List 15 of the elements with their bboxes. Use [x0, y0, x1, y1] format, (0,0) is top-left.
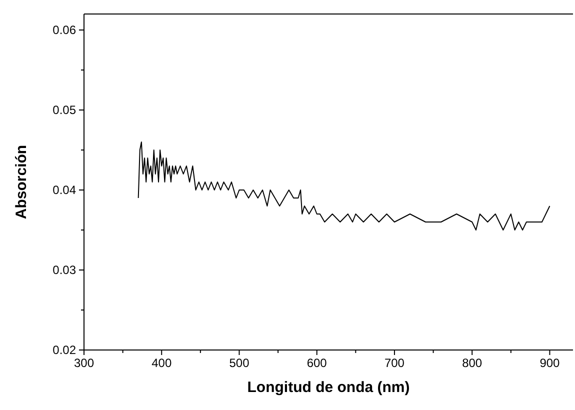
line-series [138, 142, 550, 230]
y-tick-label: 0.02 [52, 343, 76, 357]
x-tick-label: 800 [462, 356, 482, 370]
y-tick-label: 0.03 [52, 263, 76, 277]
x-axis-title: Longitud de onda (nm) [247, 379, 410, 396]
x-tick-label: 500 [229, 356, 250, 370]
y-axis-title: Absorción [13, 144, 30, 220]
y-tick-label: 0.04 [52, 183, 76, 197]
x-tick-label: 300 [74, 356, 94, 370]
y-tick-label: 0.05 [52, 103, 76, 117]
y-tick-label: 0.06 [52, 23, 76, 37]
x-tick-label: 400 [152, 356, 172, 370]
x-tick-label: 600 [306, 356, 328, 370]
x-tick-label: 700 [384, 356, 405, 370]
x-tick-label: 900 [540, 356, 560, 370]
